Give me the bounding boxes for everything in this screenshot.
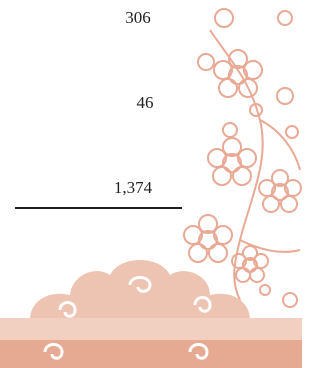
figure-text: 46 (137, 93, 154, 112)
flower (259, 170, 301, 212)
figure-text: 306 (125, 8, 151, 27)
page: 306 46 1,374 (() => { const data = JSON.… (0, 0, 302, 368)
flower (214, 50, 262, 97)
dark-band (0, 340, 302, 368)
blossom-decoration (184, 9, 301, 307)
document-fragment: 306 46 1,374 (0, 0, 302, 368)
flower (184, 215, 232, 262)
figure-text: 1,374 (114, 178, 153, 197)
flower (208, 138, 256, 185)
light-band (0, 318, 302, 340)
